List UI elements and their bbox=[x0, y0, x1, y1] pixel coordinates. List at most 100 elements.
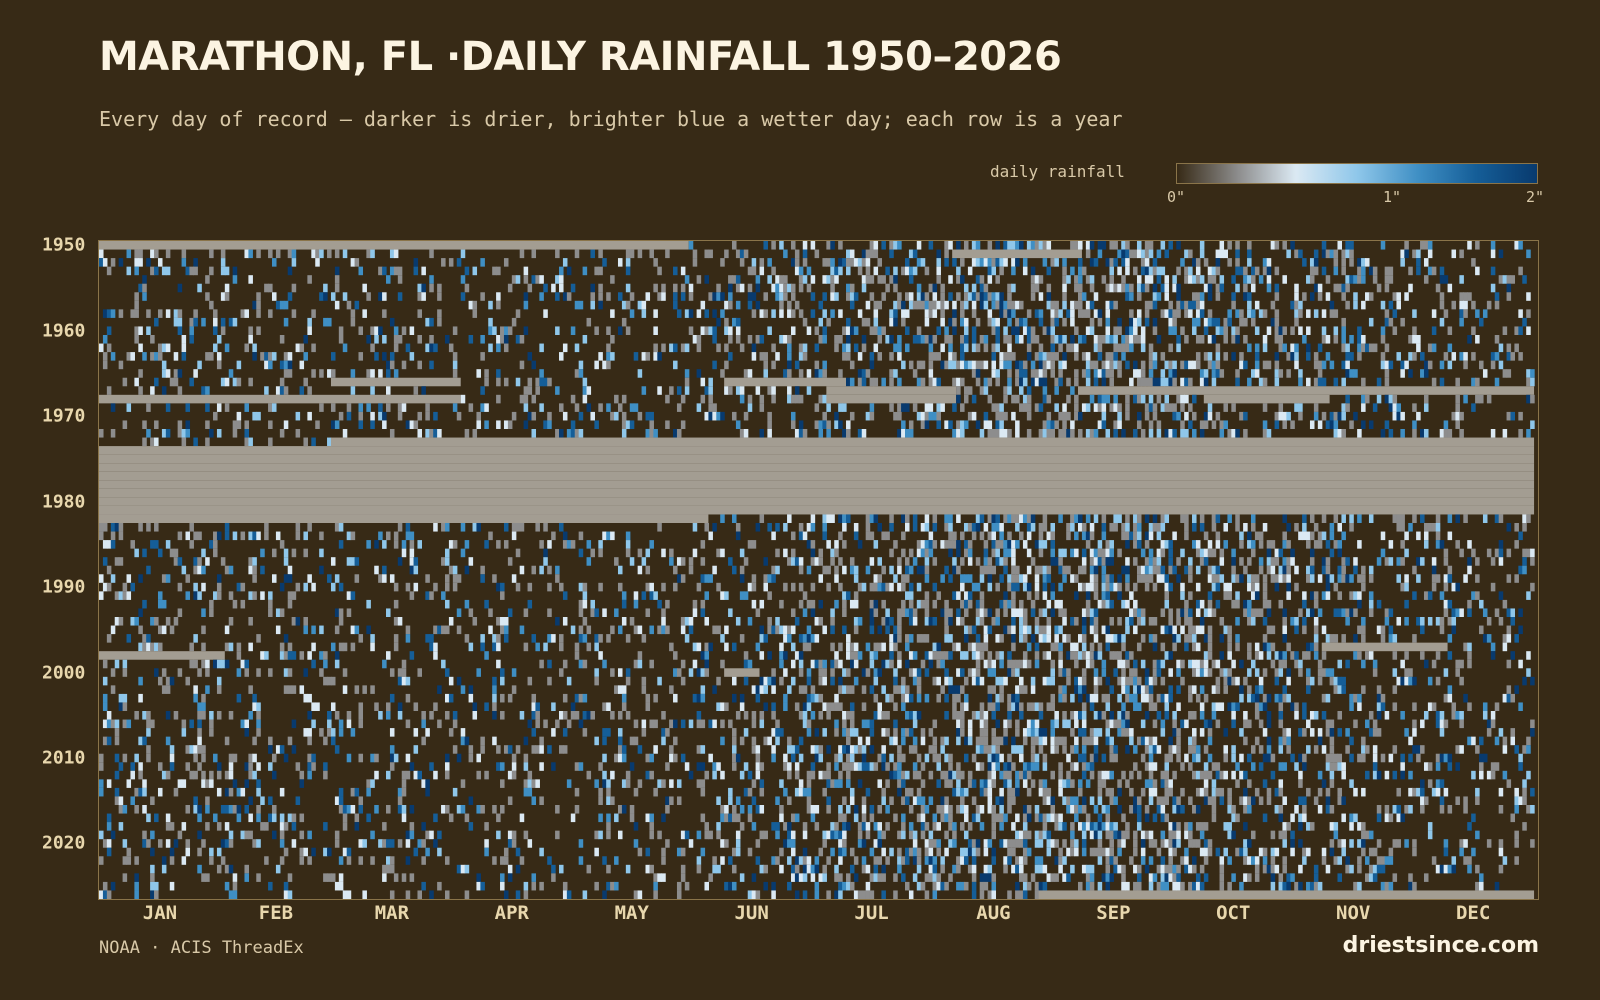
rain-day-cell bbox=[1066, 343, 1071, 353]
rain-day-cell bbox=[1172, 326, 1177, 335]
rain-day-cell bbox=[960, 309, 965, 318]
rain-day-cell bbox=[1427, 617, 1433, 626]
rain-day-cell bbox=[1136, 608, 1142, 617]
rain-day-cell bbox=[1140, 574, 1146, 583]
rain-day-cell bbox=[1164, 599, 1170, 609]
rain-day-cell bbox=[1254, 642, 1260, 652]
rain-day-cell bbox=[1007, 241, 1012, 250]
rain-day-cell bbox=[775, 617, 780, 626]
rain-day-cell bbox=[1203, 283, 1209, 293]
rain-day-cell bbox=[1058, 659, 1063, 669]
rain-day-cell bbox=[1034, 403, 1040, 412]
rain-day-cell bbox=[1089, 523, 1095, 532]
rain-day-cell bbox=[102, 523, 108, 532]
rain-day-cell bbox=[590, 608, 595, 617]
rain-day-cell bbox=[468, 300, 474, 310]
rain-day-cell bbox=[1306, 343, 1311, 353]
rain-day-cell bbox=[901, 676, 906, 686]
rain-day-cell bbox=[999, 411, 1004, 421]
rain-day-cell bbox=[853, 651, 859, 660]
rain-day-cell bbox=[720, 292, 725, 301]
rain-day-cell bbox=[1392, 403, 1398, 412]
rain-day-cell bbox=[838, 403, 843, 412]
rain-day-cell bbox=[928, 309, 934, 318]
rain-day-cell bbox=[448, 565, 454, 575]
rain-day-cell bbox=[1105, 369, 1111, 378]
rain-day-cell bbox=[838, 676, 843, 686]
rain-day-cell bbox=[846, 711, 851, 720]
rain-day-cell bbox=[1062, 292, 1067, 301]
rain-day-cell bbox=[559, 429, 564, 438]
rain-day-cell bbox=[1050, 531, 1055, 541]
rain-day-cell bbox=[1121, 668, 1126, 677]
rain-day-cell bbox=[842, 685, 847, 694]
rain-day-cell bbox=[1050, 582, 1055, 592]
rain-day-cell bbox=[995, 335, 1000, 344]
rain-day-cell bbox=[177, 326, 183, 335]
rain-day-cell bbox=[1054, 711, 1059, 720]
rain-day-cell bbox=[712, 685, 717, 694]
rain-day-cell bbox=[1368, 711, 1374, 720]
rain-day-cell bbox=[1066, 565, 1071, 575]
rain-day-cell bbox=[1133, 369, 1138, 378]
rain-day-cell bbox=[1188, 574, 1193, 583]
rain-day-cell bbox=[1294, 711, 1299, 720]
rain-day-cell bbox=[995, 540, 1000, 549]
rain-day-cell bbox=[1011, 693, 1016, 703]
rain-day-cell bbox=[987, 702, 993, 711]
rain-day-cell bbox=[614, 557, 619, 566]
rain-day-cell bbox=[334, 574, 340, 583]
rain-day-cell bbox=[1030, 360, 1036, 370]
rain-day-cell bbox=[1306, 676, 1311, 686]
rain-day-cell bbox=[1266, 266, 1272, 276]
rain-day-cell bbox=[327, 676, 332, 686]
rain-day-cell bbox=[1215, 565, 1221, 575]
rain-day-cell bbox=[857, 582, 863, 592]
rain-day-cell bbox=[1282, 574, 1287, 583]
rain-day-cell bbox=[374, 352, 379, 361]
rain-day-cell bbox=[1125, 693, 1130, 703]
rain-day-cell bbox=[991, 258, 997, 267]
rain-day-cell bbox=[1211, 514, 1217, 523]
rain-day-cell bbox=[1282, 685, 1287, 694]
rain-day-cell bbox=[1042, 540, 1048, 549]
rain-day-cell bbox=[421, 292, 426, 301]
rain-day-cell bbox=[201, 386, 206, 395]
rain-day-cell bbox=[1250, 582, 1256, 592]
rain-day-cell bbox=[1486, 548, 1492, 558]
rain-day-cell bbox=[488, 326, 493, 335]
rain-day-cell bbox=[649, 411, 654, 421]
rain-day-cell bbox=[283, 300, 289, 310]
rain-day-cell bbox=[1011, 574, 1016, 583]
rain-day-cell bbox=[566, 676, 572, 686]
rain-day-cell bbox=[150, 266, 155, 276]
rain-day-cell bbox=[1074, 352, 1079, 361]
rain-day-cell bbox=[1384, 369, 1390, 378]
rain-day-cell bbox=[1168, 668, 1173, 677]
rain-day-cell bbox=[657, 676, 662, 686]
rain-day-cell bbox=[224, 377, 230, 387]
rain-day-cell bbox=[979, 300, 985, 310]
rain-day-cell bbox=[637, 300, 643, 310]
rain-day-cell bbox=[1274, 557, 1280, 566]
rain-day-cell bbox=[1431, 326, 1437, 335]
rain-day-cell bbox=[1400, 360, 1405, 370]
rain-day-cell bbox=[1321, 668, 1327, 677]
rain-day-cell bbox=[519, 394, 525, 404]
rain-day-cell bbox=[460, 394, 466, 404]
rain-day-cell bbox=[621, 317, 627, 327]
rain-day-cell bbox=[708, 403, 713, 412]
rain-day-cell bbox=[1026, 591, 1032, 600]
rain-day-cell bbox=[1357, 574, 1362, 583]
missing-data-block bbox=[99, 471, 1535, 481]
rain-day-cell bbox=[1345, 403, 1350, 412]
rain-day-cell bbox=[598, 300, 603, 310]
rain-day-cell bbox=[209, 711, 214, 720]
rain-day-cell bbox=[1121, 676, 1126, 686]
rain-day-cell bbox=[1282, 557, 1287, 566]
rain-day-cell bbox=[1372, 343, 1378, 353]
rain-day-cell bbox=[932, 617, 938, 626]
rain-day-cell bbox=[1247, 582, 1252, 592]
rain-day-cell bbox=[405, 634, 411, 643]
rain-day-cell bbox=[1168, 557, 1173, 566]
